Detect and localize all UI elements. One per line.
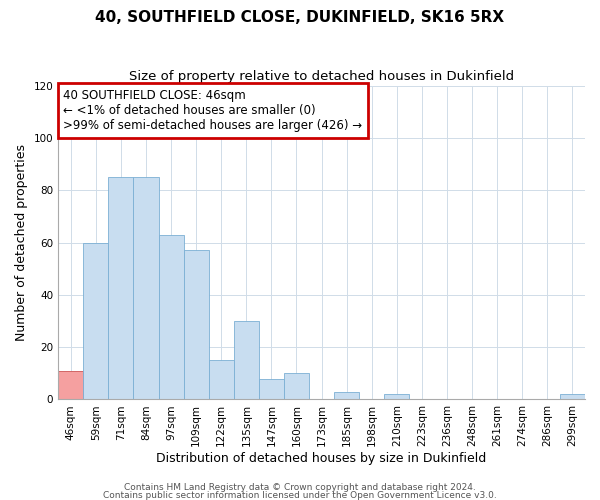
X-axis label: Distribution of detached houses by size in Dukinfield: Distribution of detached houses by size … bbox=[157, 452, 487, 465]
Bar bbox=[83, 242, 109, 400]
Y-axis label: Number of detached properties: Number of detached properties bbox=[15, 144, 28, 341]
Bar bbox=[58, 370, 83, 400]
Bar bbox=[209, 360, 234, 400]
Text: Contains HM Land Registry data © Crown copyright and database right 2024.: Contains HM Land Registry data © Crown c… bbox=[124, 484, 476, 492]
Bar bbox=[334, 392, 359, 400]
Bar bbox=[184, 250, 209, 400]
Text: 40 SOUTHFIELD CLOSE: 46sqm
← <1% of detached houses are smaller (0)
>99% of semi: 40 SOUTHFIELD CLOSE: 46sqm ← <1% of deta… bbox=[64, 88, 362, 132]
Bar bbox=[259, 378, 284, 400]
Title: Size of property relative to detached houses in Dukinfield: Size of property relative to detached ho… bbox=[129, 70, 514, 83]
Bar bbox=[234, 321, 259, 400]
Bar bbox=[284, 374, 309, 400]
Bar bbox=[385, 394, 409, 400]
Bar bbox=[109, 177, 133, 400]
Text: 40, SOUTHFIELD CLOSE, DUKINFIELD, SK16 5RX: 40, SOUTHFIELD CLOSE, DUKINFIELD, SK16 5… bbox=[95, 10, 505, 25]
Text: Contains public sector information licensed under the Open Government Licence v3: Contains public sector information licen… bbox=[103, 491, 497, 500]
Bar bbox=[133, 177, 158, 400]
Bar bbox=[158, 234, 184, 400]
Bar bbox=[560, 394, 585, 400]
